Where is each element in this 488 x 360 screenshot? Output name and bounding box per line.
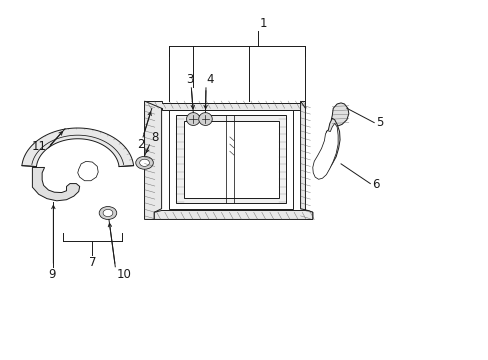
- Text: 1: 1: [260, 17, 267, 31]
- Circle shape: [140, 159, 149, 166]
- Text: 10: 10: [117, 268, 131, 281]
- Text: 2: 2: [137, 138, 144, 152]
- Polygon shape: [330, 103, 348, 126]
- Polygon shape: [183, 121, 278, 198]
- Polygon shape: [144, 101, 305, 110]
- Polygon shape: [312, 123, 337, 179]
- Text: 6: 6: [371, 178, 379, 191]
- Polygon shape: [78, 161, 98, 181]
- Circle shape: [136, 156, 153, 169]
- Text: 11: 11: [32, 140, 47, 153]
- Polygon shape: [22, 128, 133, 167]
- Polygon shape: [176, 116, 285, 203]
- Polygon shape: [154, 211, 312, 220]
- Text: 4: 4: [205, 73, 213, 86]
- Circle shape: [99, 207, 117, 220]
- Text: 8: 8: [151, 131, 158, 144]
- Text: 5: 5: [375, 116, 382, 129]
- Polygon shape: [315, 118, 339, 177]
- Polygon shape: [168, 110, 293, 209]
- Circle shape: [103, 210, 113, 217]
- Text: 7: 7: [88, 256, 96, 269]
- Polygon shape: [198, 113, 212, 126]
- Polygon shape: [32, 167, 80, 201]
- Polygon shape: [300, 101, 312, 220]
- Polygon shape: [144, 101, 161, 220]
- Polygon shape: [186, 113, 200, 126]
- Text: 9: 9: [48, 268, 56, 281]
- Text: 3: 3: [186, 73, 193, 86]
